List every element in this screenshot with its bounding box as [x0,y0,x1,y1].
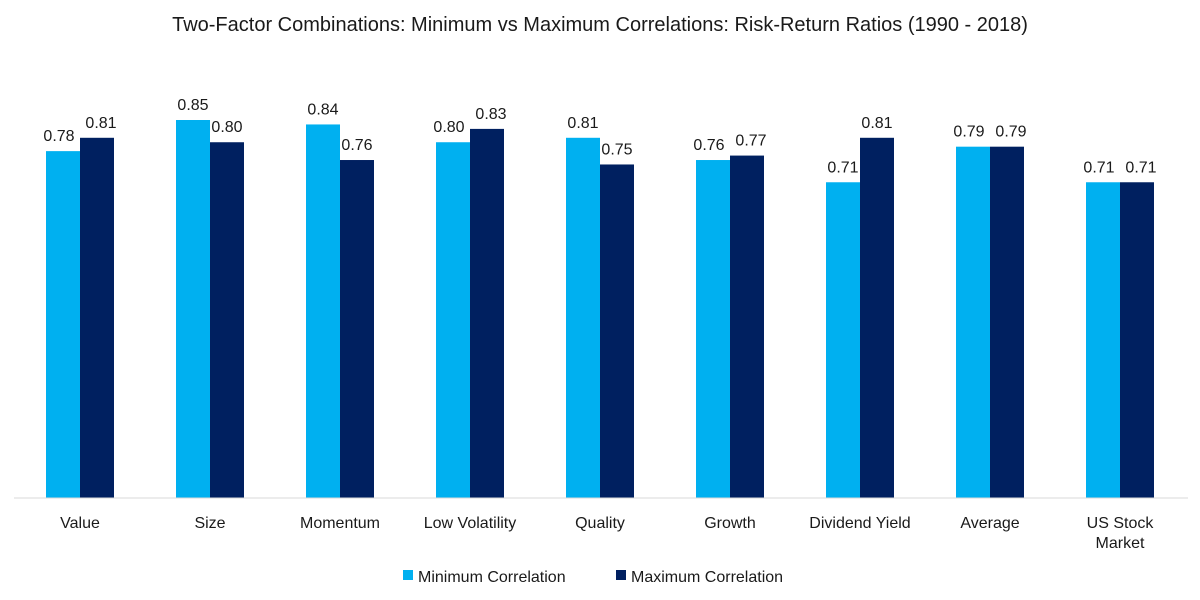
data-label-maximum-correlation-low-volatility: 0.83 [475,106,506,123]
legend-label-minimum-correlation: Minimum Correlation [418,569,566,586]
data-label-minimum-correlation-size: 0.85 [177,97,208,114]
bar-minimum-correlation-average [956,146,990,498]
bar-minimum-correlation-size [176,120,210,498]
bar-maximum-correlation-value [80,137,114,498]
bar-minimum-correlation-us-stock-market [1086,182,1120,498]
category-labels-layer: Value Size Momentum Low Volatility Quality Gr… [60,515,1154,552]
category-label-quality: Quality [575,515,625,532]
data-label-maximum-correlation-us-stock-market: 0.71 [1125,159,1156,176]
bar-minimum-correlation-dividend-yield [826,182,860,498]
category-label-dividend-yield: Dividend Yield [809,515,910,532]
legend-label-maximum-correlation: Maximum Correlation [631,569,783,586]
legend-swatch-minimum-correlation [403,570,413,580]
category-label-us-stock-market: US Stock Market [1087,515,1155,552]
bar-minimum-correlation-growth [696,160,730,498]
data-labels-layer: 0.780.810.850.800.840.760.800.830.810.75… [43,97,1156,176]
data-label-maximum-correlation-momentum: 0.76 [341,137,372,154]
bar-minimum-correlation-momentum [306,124,340,499]
category-label-size: Size [194,515,225,532]
data-label-maximum-correlation-dividend-yield: 0.81 [861,115,892,132]
data-label-maximum-correlation-size: 0.80 [211,119,242,136]
data-label-minimum-correlation-momentum: 0.84 [307,101,338,118]
data-label-minimum-correlation-average: 0.79 [953,124,984,141]
legend: Minimum Correlation Maximum Correlation [403,569,783,586]
data-label-minimum-correlation-value: 0.78 [43,128,74,145]
category-label-average: Average [960,515,1019,532]
data-label-maximum-correlation-value: 0.81 [85,115,116,132]
bar-maximum-correlation-momentum [340,160,374,498]
data-label-maximum-correlation-quality: 0.75 [601,141,632,158]
bar-maximum-correlation-average [990,146,1024,498]
bar-maximum-correlation-dividend-yield [860,137,894,498]
chart-title: Two-Factor Combinations: Minimum vs Maxi… [172,14,1028,36]
category-label-momentum: Momentum [300,515,380,532]
bar-maximum-correlation-low-volatility [470,128,504,499]
data-label-minimum-correlation-quality: 0.81 [567,115,598,132]
legend-swatch-maximum-correlation [616,570,626,580]
data-label-minimum-correlation-us-stock-market: 0.71 [1083,159,1114,176]
bars-layer [46,120,1154,499]
data-label-minimum-correlation-dividend-yield: 0.71 [827,159,858,176]
bar-minimum-correlation-low-volatility [436,142,470,498]
category-label-growth: Growth [704,515,756,532]
data-label-maximum-correlation-growth: 0.77 [735,133,766,150]
bar-minimum-correlation-value [46,151,80,499]
bar-maximum-correlation-size [210,142,244,498]
category-label-value: Value [60,515,100,532]
bar-minimum-correlation-quality [566,137,600,498]
data-label-maximum-correlation-average: 0.79 [995,124,1026,141]
data-label-minimum-correlation-low-volatility: 0.80 [433,119,464,136]
category-label-low-volatility: Low Volatility [424,515,517,532]
bar-maximum-correlation-us-stock-market [1120,182,1154,498]
bar-maximum-correlation-growth [730,155,764,498]
data-label-minimum-correlation-growth: 0.76 [693,137,724,154]
bar-maximum-correlation-quality [600,164,634,498]
